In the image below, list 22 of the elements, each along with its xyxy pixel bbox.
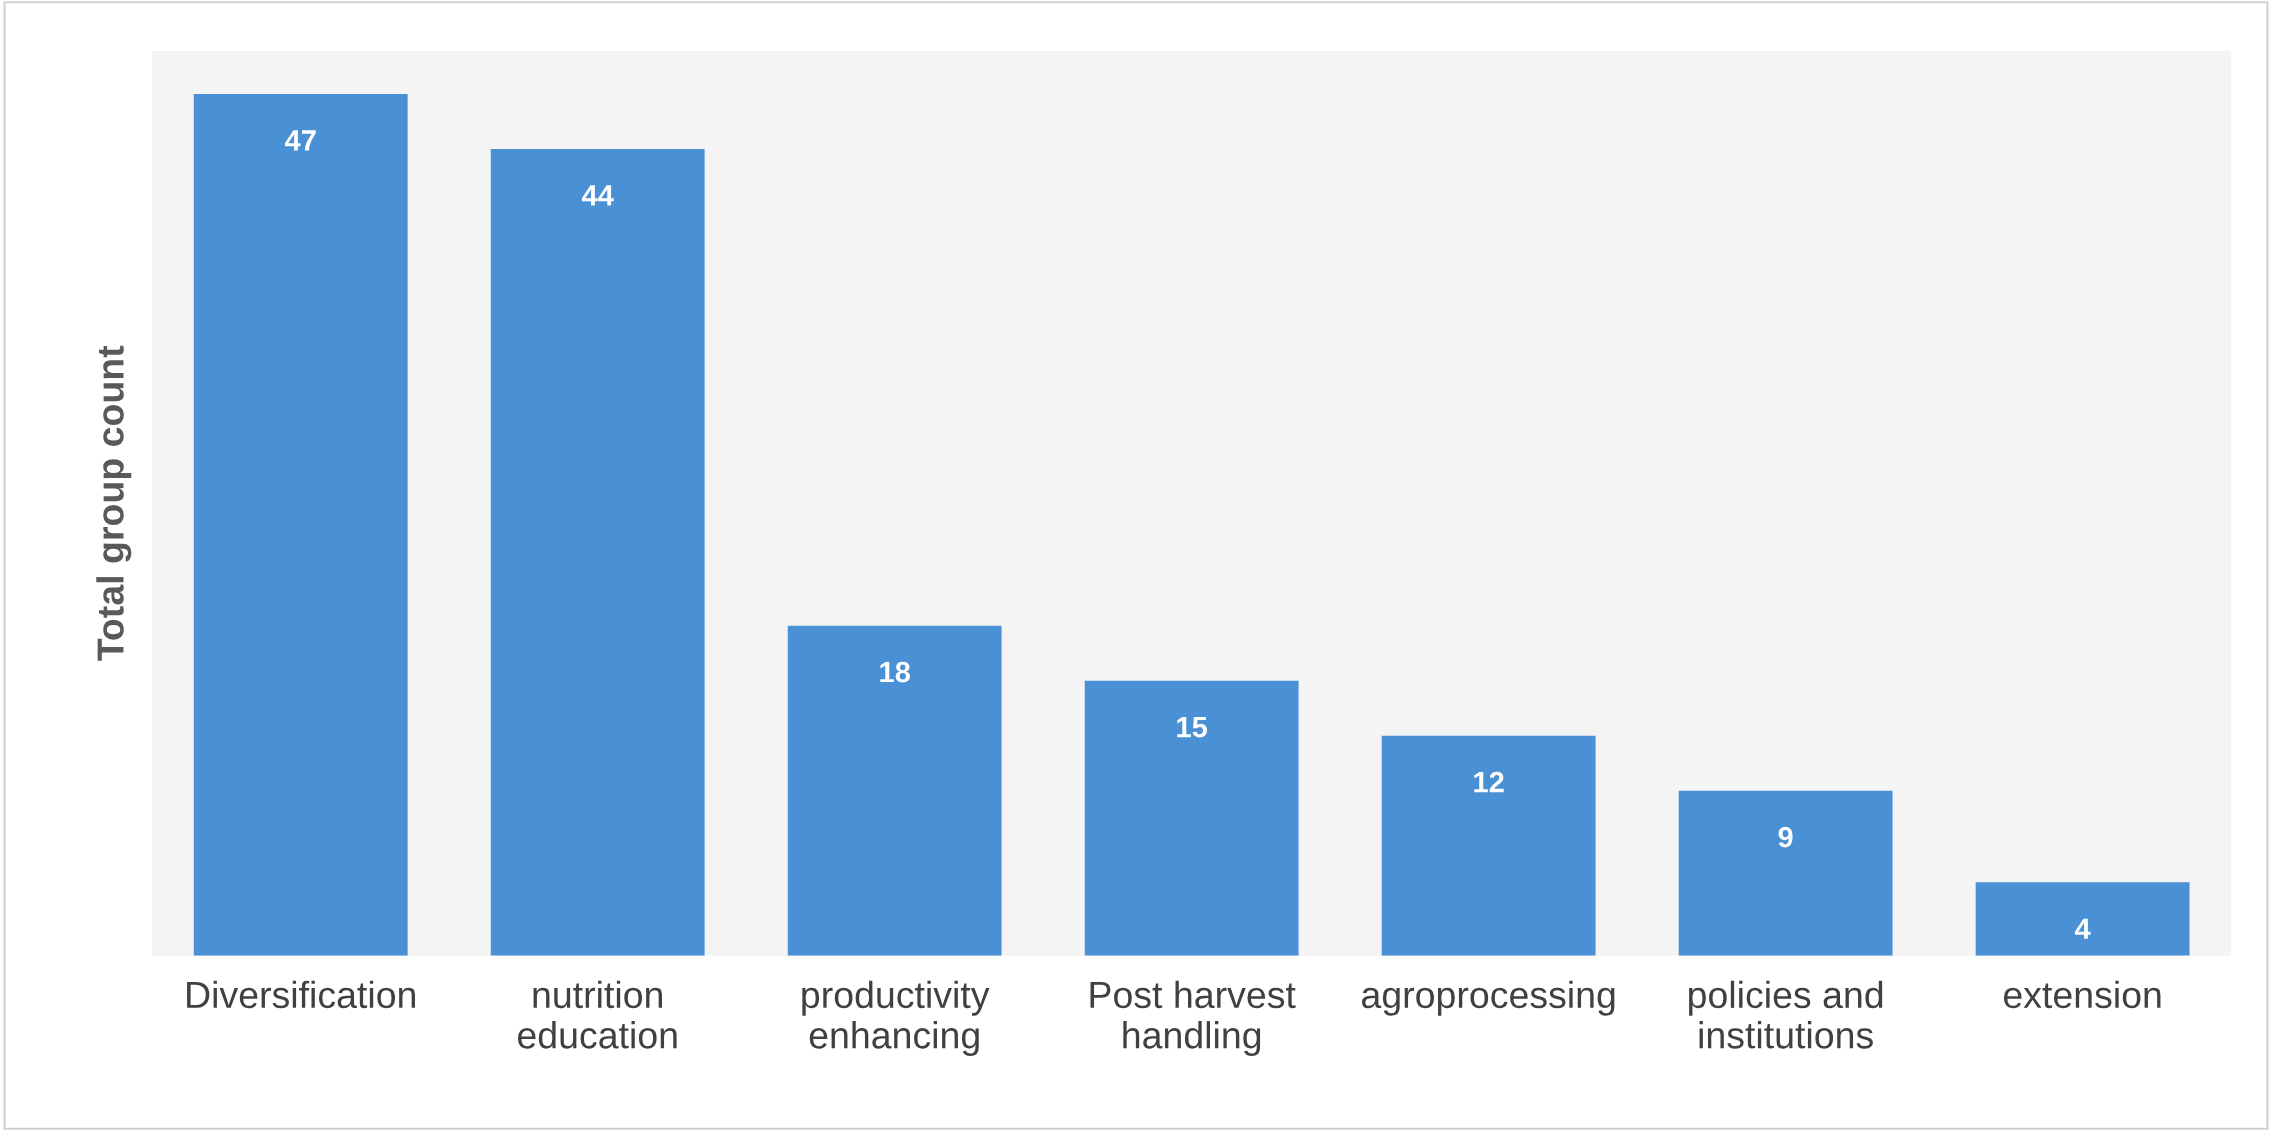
x-tick-label: nutrition education — [517, 980, 677, 1049]
x-tick-label: extension — [2003, 980, 2161, 1009]
data-label: 18 — [880, 661, 911, 683]
x-tick-label: productivity enhancing — [802, 980, 990, 1057]
x-tick-label: Post harvest handling — [1090, 980, 1296, 1057]
bar — [1678, 790, 1893, 956]
data-label: 44 — [581, 185, 614, 206]
data-label: 12 — [1474, 771, 1504, 793]
bar — [1381, 735, 1596, 956]
x-tick-label: policies and institutions — [1689, 980, 1883, 1049]
bar — [1084, 680, 1299, 956]
bar — [787, 625, 1002, 956]
data-label: 4 — [2074, 918, 2091, 939]
bar — [1975, 882, 2190, 956]
x-tick-label: Diversification — [187, 980, 415, 1009]
y-axis-title: Total group count — [96, 345, 132, 661]
data-label: 47 — [284, 130, 316, 151]
x-tick-label: agroprocessing — [1362, 980, 1615, 1016]
bar — [490, 148, 705, 956]
data-label: 15 — [1177, 717, 1208, 738]
bar — [193, 93, 408, 956]
data-label: 9 — [1778, 826, 1793, 848]
